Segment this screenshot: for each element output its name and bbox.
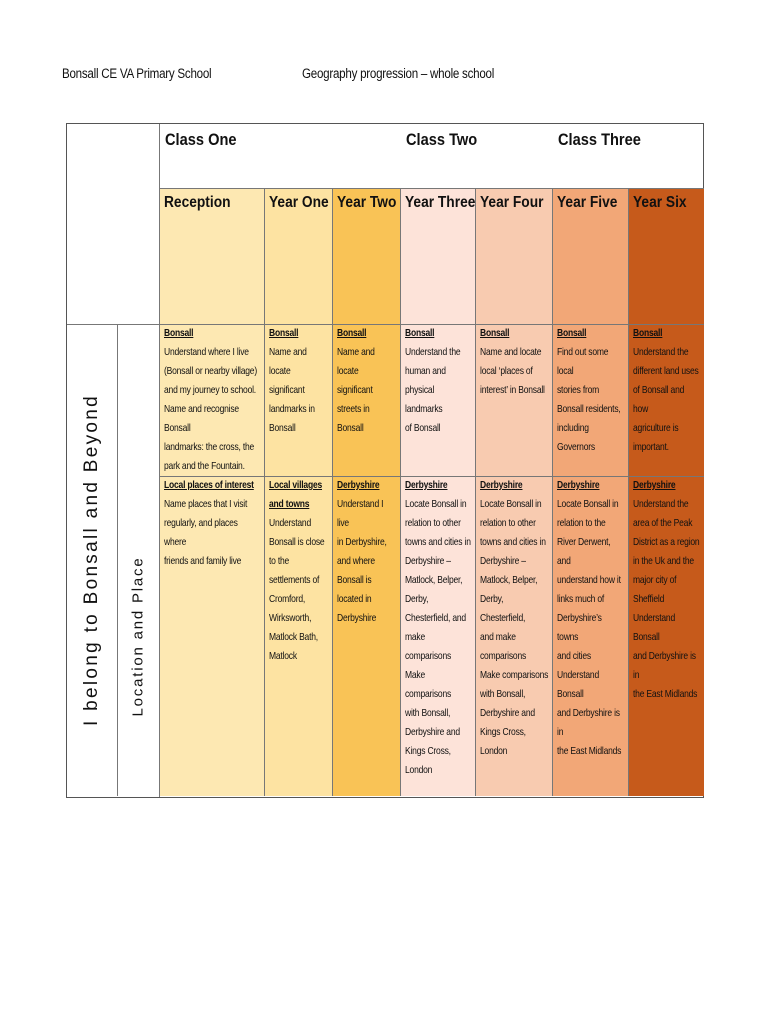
cell-text: Make comparisons with Bonsall, Derbyshir… — [480, 670, 549, 757]
cell-heading: Local villages and towns — [269, 480, 323, 510]
table-cell: Derbyshire Understand I live in Derbyshir… — [337, 476, 397, 628]
cell-text: Understand Bonsall is close to the settl… — [269, 518, 325, 662]
cell-heading: Bonsall — [269, 328, 299, 339]
column-bg-4 — [475, 188, 552, 796]
table-cell: Bonsall Name and locate local ‘places of … — [480, 324, 549, 400]
table-cell: Bonsall Find out some local stories from … — [557, 324, 625, 457]
column-bg-2 — [332, 188, 400, 796]
class-title: Class Two — [406, 130, 478, 149]
grid-vline — [264, 188, 265, 796]
table-cell: Local places of interest Name places that… — [164, 476, 261, 571]
cell-text: Understand where I live (Bonsall or near… — [164, 347, 257, 396]
column-bg-1 — [264, 188, 332, 796]
strand-label: Location and Place — [129, 556, 147, 716]
cell-text: Understand the area of the Peak District… — [633, 499, 700, 605]
cell-text: Locate Bonsall in relation to other town… — [405, 499, 471, 662]
school-name: Bonsall CE VA Primary School — [62, 66, 212, 81]
cell-heading: Derbyshire — [337, 480, 380, 491]
cell-text: Name and locate local ‘places of interes… — [480, 347, 545, 396]
cell-text: Understand the different land uses of Bo… — [633, 347, 699, 453]
cell-text: Locate Bonsall in relation to other town… — [480, 499, 546, 662]
cell-text: Understand the human and physical landma… — [405, 347, 461, 434]
cell-text: Name and locate significant landmarks in… — [269, 347, 315, 434]
cell-text: Understand Bonsall and Derbyshire is in … — [557, 670, 622, 757]
cell-heading: Derbyshire — [405, 480, 448, 491]
year-heading: Year One — [269, 194, 329, 211]
cell-heading: Derbyshire — [633, 480, 676, 491]
grid-vline — [159, 124, 160, 797]
table-cell: Derbyshire Locate Bonsall in relation to… — [480, 476, 549, 761]
table-cell: Derbyshire Locate Bonsall in relation to … — [557, 476, 625, 761]
class-title: Class Three — [558, 130, 641, 149]
grid-vline — [332, 188, 333, 796]
document-title: Geography progression – whole school — [302, 66, 495, 81]
cell-text: Understand I live in Derbyshire, and whe… — [337, 499, 387, 624]
table-cell: Derbyshire Locate Bonsall in relation to … — [405, 476, 472, 780]
column-bg-3 — [400, 188, 475, 796]
cell-text: Locate Bonsall in relation to the River … — [557, 499, 621, 662]
grid-hline — [159, 188, 704, 189]
class-title: Class One — [165, 130, 237, 149]
theme-label: I belong to Bonsall and Beyond — [81, 393, 103, 727]
table-cell: Bonsall Understand the different land use… — [633, 324, 701, 457]
year-heading: Year Five — [557, 194, 618, 211]
cell-text: Name and locate significant streets in B… — [337, 347, 375, 434]
cell-text: Name and recognise Bonsall landmarks: th… — [164, 404, 255, 472]
column-bg-6 — [628, 188, 704, 796]
table-cell: Bonsall Name and locate significant landm… — [269, 324, 329, 438]
cell-text: Make comparisons with Bonsall, Derbyshir… — [405, 670, 460, 776]
table-cell: Bonsall Understand the human and physical… — [405, 324, 472, 438]
cell-heading: Bonsall — [405, 328, 435, 339]
cell-text: Understand Bonsall and Derbyshire is in … — [633, 613, 698, 700]
year-heading: Year Two — [337, 194, 397, 211]
table-cell: Derbyshire Understand the area of the Pea… — [633, 476, 701, 704]
column-bg-0 — [159, 188, 264, 796]
cell-text: Find out some local stories from Bonsall… — [557, 347, 621, 453]
cell-heading: Bonsall — [633, 328, 663, 339]
grid-hline — [159, 476, 704, 477]
cell-heading: Bonsall — [337, 328, 367, 339]
year-heading: Year Six — [633, 194, 687, 211]
table-cell: Local villages and towns Understand Bonsa… — [269, 476, 329, 666]
cell-text: Name places that I visit regularly, and … — [164, 499, 248, 567]
progression-table: Class One Class Two Class Three Reception Ye… — [66, 123, 704, 798]
grid-vline — [117, 324, 118, 796]
grid-vline — [400, 188, 401, 796]
cell-heading: Bonsall — [557, 328, 587, 339]
cell-heading: Local places of interest — [164, 480, 254, 491]
grid-vline — [552, 188, 553, 796]
cell-heading: Bonsall — [164, 328, 194, 339]
column-bg-5 — [552, 188, 628, 796]
grid-vline — [628, 188, 629, 796]
grid-vline — [475, 188, 476, 796]
table-cell: Bonsall Understand where I live (Bonsall … — [164, 324, 261, 476]
table-cell: Bonsall Name and locate significant stree… — [337, 324, 397, 438]
grid-hline — [67, 324, 704, 325]
cell-heading: Derbyshire — [557, 480, 600, 491]
cell-heading: Bonsall — [480, 328, 510, 339]
year-heading: Year Four — [480, 194, 544, 211]
year-heading: Year Three — [405, 194, 476, 211]
cell-heading: Derbyshire — [480, 480, 523, 491]
year-heading: Reception — [164, 194, 231, 211]
